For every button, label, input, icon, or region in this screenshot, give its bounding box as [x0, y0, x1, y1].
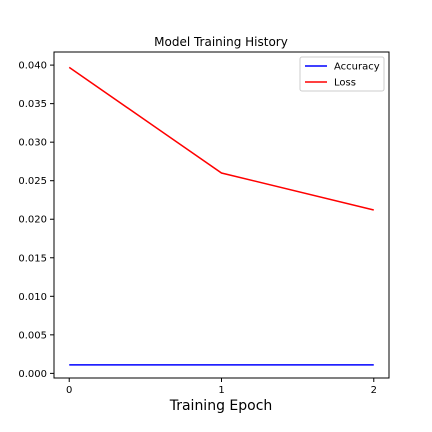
y-tick-label: 0.040: [18, 61, 47, 72]
y-tick-label: 0.010: [18, 292, 47, 303]
y-tick-label: 0.030: [18, 138, 47, 149]
x-axis-label: Training Epoch: [169, 398, 273, 414]
y-tick-label: 0.015: [18, 253, 47, 264]
legend-label-accuracy: Accuracy: [334, 62, 380, 73]
legend-label-loss: Loss: [334, 78, 356, 89]
series-layer: [68, 66, 374, 366]
x-tick-label: 1: [218, 385, 224, 396]
y-tick-label: 0.005: [18, 330, 47, 341]
y-tick-label: 0.000: [18, 369, 47, 380]
y-tick-label: 0.020: [18, 215, 47, 226]
y-tick-label: 0.025: [18, 176, 47, 187]
series-line-loss: [68, 66, 374, 211]
y-axis: 0.000 0.005 0.010 0.015 0.020 0.025 0.030 0.035…: [18, 61, 54, 380]
x-tick-label: 2: [371, 385, 377, 396]
chart-title: Model Training History: [154, 35, 288, 49]
legend: Accuracy Loss: [299, 56, 385, 92]
y-tick-label: 0.035: [18, 99, 47, 110]
plot-frame: [53, 51, 390, 379]
x-axis: 0 1 2: [66, 378, 377, 396]
x-tick-label: 0: [66, 385, 72, 396]
